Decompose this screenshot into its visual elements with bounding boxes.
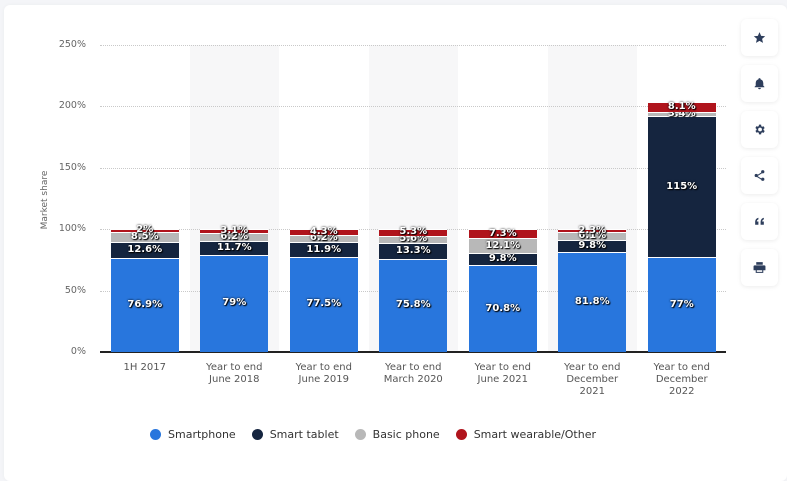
bar-segment-smart-tablet[interactable] <box>110 242 179 258</box>
chart-legend: Smartphone Smart tablet Basic phone Smart w… <box>150 428 596 441</box>
y-tick-label: 100% <box>58 223 86 234</box>
bar-segment-smartphone[interactable] <box>647 257 716 352</box>
bar-segment-basic-phone[interactable] <box>200 233 269 241</box>
share-icon <box>754 170 765 181</box>
bar-segment-smart-tablet[interactable] <box>558 239 627 252</box>
legend-item[interactable]: Smart tablet <box>251 428 339 441</box>
bar-segment-smartphone[interactable] <box>200 254 269 352</box>
bar-stack[interactable]: 79% 11.7% 6.2% 3.1% <box>200 0 269 481</box>
x-tick-label: Year to end June 2021 <box>458 362 548 386</box>
favorite-button[interactable] <box>741 19 778 56</box>
x-tick-label-line: Year to end <box>295 362 352 373</box>
x-tick-label-line: Year to end <box>385 362 442 373</box>
bar-segment-basic-phone[interactable] <box>468 238 537 253</box>
x-tick-label-line: Year to end <box>474 362 531 373</box>
legend-item[interactable]: Smartphone <box>150 428 236 441</box>
x-axis-line <box>100 351 726 353</box>
bar-segment-smart-tablet[interactable] <box>647 116 716 258</box>
bar-stack[interactable]: 77.5% 11.9% 6.2% 4.3% <box>289 0 358 481</box>
x-tick-label-line: Year to end <box>206 362 263 373</box>
quote-icon <box>755 217 764 225</box>
x-tick-label-line: 1H 2017 <box>123 362 166 373</box>
bar-segment-basic-phone[interactable] <box>289 234 358 243</box>
bar-segment-smart-wearable-other[interactable] <box>289 229 358 235</box>
bar-segment-smart-tablet[interactable] <box>289 242 358 257</box>
bar-segment-smartphone[interactable] <box>289 256 358 352</box>
bar-segment-smart-wearable-other[interactable] <box>647 102 716 113</box>
legend-item[interactable]: Basic phone <box>354 428 440 441</box>
bar-segment-basic-phone[interactable] <box>110 231 179 243</box>
y-tick-label: 250% <box>58 39 86 50</box>
x-tick-label-line: Year to end <box>653 362 710 373</box>
x-tick-label-line: June 2018 <box>209 374 260 385</box>
bar-segment-smartphone[interactable] <box>468 265 537 352</box>
bar-stack[interactable]: 76.9% 12.6% 8.5% 2% <box>110 0 179 481</box>
bell-icon <box>754 78 765 90</box>
x-tick-label: Year to end December 2022 <box>637 362 727 398</box>
bar-stack[interactable]: 75.8% 13.3% 5.6% 5.3% <box>379 0 448 481</box>
bar-stack[interactable]: 77% 115% 3.4% 8.1% <box>647 0 716 481</box>
bar-segment-smartphone[interactable] <box>379 258 448 352</box>
bar-stack[interactable]: 81.8% 9.8% 6.1% 2.3% <box>558 0 627 481</box>
x-tick-label: 1H 2017 <box>100 362 190 374</box>
bar-segment-basic-phone[interactable] <box>558 232 627 240</box>
bar-segment-smart-tablet[interactable] <box>379 242 448 259</box>
bar-segment-basic-phone[interactable] <box>647 112 716 117</box>
y-tick-label: 150% <box>58 162 86 173</box>
x-tick-label-line: June 2021 <box>477 374 528 385</box>
cite-button[interactable] <box>741 203 778 240</box>
legend-marker-icon <box>150 429 161 440</box>
bar-segment-basic-phone[interactable] <box>379 235 448 243</box>
gear-icon <box>755 124 765 135</box>
bar-segment-smart-wearable-other[interactable] <box>558 229 627 232</box>
bar-segment-smart-tablet[interactable] <box>468 253 537 266</box>
bar-segment-smartphone[interactable] <box>558 251 627 352</box>
x-tick-label-line: March 2020 <box>383 374 443 385</box>
legend-marker-icon <box>354 429 366 440</box>
side-toolbar <box>741 19 778 286</box>
legend-item[interactable]: Smart wearable/Other <box>455 428 596 441</box>
print-icon <box>753 262 766 273</box>
legend-label: Smart tablet <box>269 428 339 441</box>
bar-segment-smart-wearable-other[interactable] <box>110 229 179 232</box>
bar-stack[interactable]: 70.8% 9.8% 12.1% 7.3% <box>468 0 537 481</box>
legend-label: Smart wearable/Other <box>473 428 596 441</box>
share-button[interactable] <box>741 157 778 194</box>
gridline <box>100 168 726 169</box>
y-tick-label: 200% <box>58 100 86 111</box>
print-button[interactable] <box>741 249 778 286</box>
bar-segment-smart-wearable-other[interactable] <box>468 229 537 239</box>
x-tick-label: Year to end June 2018 <box>189 362 279 386</box>
x-tick-label: Year to end June 2019 <box>279 362 369 386</box>
legend-label: Basic phone <box>372 428 440 441</box>
x-tick-label-line: June 2019 <box>298 374 349 385</box>
x-tick-label-line: December <box>655 374 708 385</box>
settings-button[interactable] <box>741 111 778 148</box>
gridline <box>100 106 726 107</box>
legend-marker-icon <box>455 429 467 440</box>
bar-segment-smart-wearable-other[interactable] <box>200 229 269 233</box>
legend-marker-icon <box>251 429 263 440</box>
x-tick-label: Year to end March 2020 <box>368 362 458 386</box>
x-tick-label-line: 2021 <box>579 386 605 397</box>
star-icon <box>753 32 766 43</box>
x-tick-label-line: December <box>566 374 619 385</box>
x-tick-label-line: 2022 <box>669 386 695 397</box>
legend-label: Smartphone <box>168 428 236 441</box>
bar-segment-smart-tablet[interactable] <box>200 240 269 255</box>
bar-segment-smart-wearable-other[interactable] <box>379 229 448 236</box>
notification-button[interactable] <box>741 65 778 102</box>
gridline <box>100 45 726 46</box>
x-tick-label: Year to end December 2021 <box>547 362 637 398</box>
y-tick-label: 50% <box>64 285 86 296</box>
y-tick-label: 0% <box>70 346 86 357</box>
x-tick-label-line: Year to end <box>564 362 621 373</box>
bar-segment-smartphone[interactable] <box>110 257 179 352</box>
y-axis-title: Market share <box>40 170 50 230</box>
